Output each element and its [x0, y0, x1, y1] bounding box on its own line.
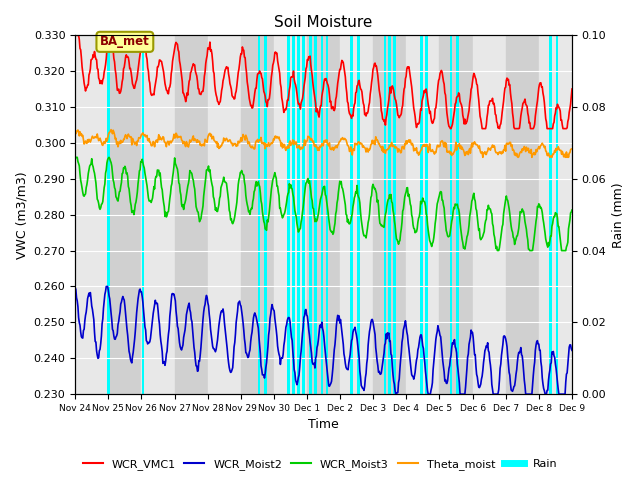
- Bar: [274, 36, 307, 394]
- Bar: [340, 36, 373, 394]
- Bar: [108, 36, 141, 394]
- Bar: [506, 36, 539, 394]
- Bar: [264, 36, 267, 394]
- Bar: [258, 36, 260, 394]
- Bar: [298, 36, 300, 394]
- Bar: [292, 36, 295, 394]
- X-axis label: Time: Time: [308, 419, 339, 432]
- Bar: [394, 36, 396, 394]
- Bar: [350, 36, 353, 394]
- Bar: [472, 36, 506, 394]
- Legend: WCR_VMC1, WCR_Moist2, WCR_Moist3, Theta_moist, Rain: WCR_VMC1, WCR_Moist2, WCR_Moist3, Theta_…: [78, 455, 562, 474]
- Bar: [175, 36, 207, 394]
- Bar: [456, 36, 459, 394]
- Bar: [141, 36, 175, 394]
- Bar: [388, 36, 391, 394]
- Bar: [141, 36, 145, 394]
- Bar: [287, 36, 290, 394]
- Bar: [440, 36, 472, 394]
- Text: BA_met: BA_met: [100, 36, 150, 48]
- Bar: [539, 36, 572, 394]
- Bar: [406, 36, 440, 394]
- Bar: [556, 36, 558, 394]
- Bar: [309, 36, 312, 394]
- Y-axis label: VWC (m3/m3): VWC (m3/m3): [15, 171, 28, 259]
- Title: Soil Moisture: Soil Moisture: [275, 15, 372, 30]
- Bar: [307, 36, 340, 394]
- Bar: [302, 36, 305, 394]
- Bar: [241, 36, 274, 394]
- Y-axis label: Rain (mm): Rain (mm): [612, 182, 625, 248]
- Bar: [107, 36, 109, 394]
- Bar: [326, 36, 328, 394]
- Bar: [75, 36, 108, 394]
- Bar: [314, 36, 317, 394]
- Bar: [420, 36, 422, 394]
- Bar: [549, 36, 552, 394]
- Bar: [321, 36, 323, 394]
- Bar: [357, 36, 360, 394]
- Bar: [383, 36, 386, 394]
- Bar: [207, 36, 241, 394]
- Bar: [425, 36, 428, 394]
- Bar: [450, 36, 452, 394]
- Bar: [373, 36, 406, 394]
